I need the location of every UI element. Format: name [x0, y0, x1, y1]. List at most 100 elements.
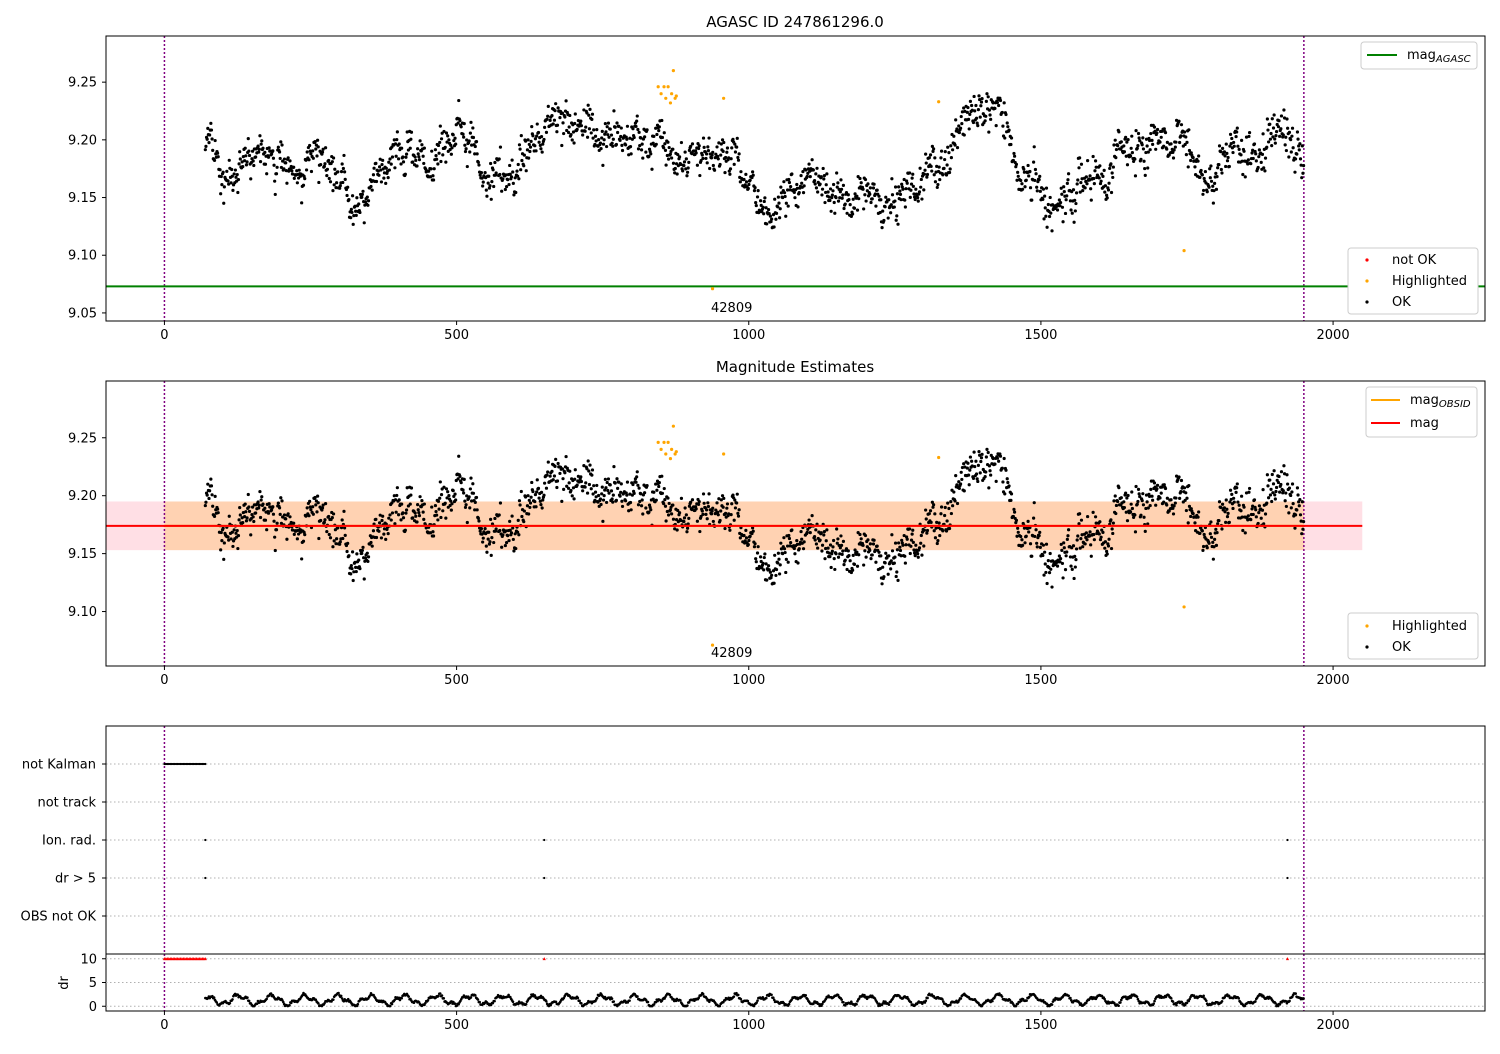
ok-point	[707, 492, 710, 495]
ok-point	[288, 515, 291, 518]
dr-point	[340, 995, 343, 998]
ok-point	[319, 519, 322, 522]
ok-point	[707, 136, 710, 139]
ok-point	[1098, 176, 1101, 179]
ok-point	[966, 462, 969, 465]
ok-point	[510, 531, 513, 534]
dr-point	[454, 1002, 457, 1005]
ok-point	[1210, 536, 1213, 539]
ok-point	[213, 159, 216, 162]
ok-point	[1106, 196, 1109, 199]
ok-point	[753, 186, 756, 189]
ok-point	[877, 195, 880, 198]
ok-point	[903, 199, 906, 202]
ok-point	[1285, 117, 1288, 120]
ok-point	[254, 155, 257, 158]
ok-point	[1219, 506, 1222, 509]
ok-point	[490, 554, 493, 557]
ok-point	[1012, 508, 1015, 511]
ok-point	[545, 487, 548, 490]
ok-point	[975, 117, 978, 120]
ok-point	[312, 157, 315, 160]
ok-point	[397, 157, 400, 160]
ok-point	[1269, 138, 1272, 141]
ok-point	[584, 485, 587, 488]
ok-point	[258, 134, 261, 137]
ok-point	[793, 552, 796, 555]
dr-point	[580, 1002, 583, 1005]
ok-point	[988, 109, 991, 112]
ok-point	[1046, 582, 1049, 585]
ok-point	[984, 475, 987, 478]
ok-point	[1284, 491, 1287, 494]
ok-point	[851, 212, 854, 215]
ok-point	[434, 504, 437, 507]
ok-point	[1065, 554, 1068, 557]
dr-point	[1001, 995, 1004, 998]
ok-point	[1041, 554, 1044, 557]
highlighted-point	[670, 92, 673, 95]
ok-point	[655, 133, 658, 136]
ok-point	[1208, 167, 1211, 170]
ok-point	[248, 154, 251, 157]
ok-point	[599, 497, 602, 500]
ok-point	[630, 508, 633, 511]
ok-point	[410, 131, 413, 134]
ok-point	[244, 154, 247, 157]
ok-point	[1093, 169, 1096, 172]
ok-point	[879, 554, 882, 557]
ok-point	[576, 484, 579, 487]
ok-point	[404, 512, 407, 515]
ok-point	[1274, 490, 1277, 493]
ok-point	[852, 198, 855, 201]
ok-point	[779, 186, 782, 189]
dr-point	[442, 997, 445, 1000]
ok-point	[1060, 549, 1063, 552]
ok-point	[545, 118, 548, 121]
ok-point	[241, 165, 244, 168]
ok-point	[1093, 538, 1096, 541]
dr-point	[960, 997, 963, 1000]
ok-point	[387, 532, 390, 535]
ok-point	[869, 542, 872, 545]
ok-point	[778, 216, 781, 219]
ok-point	[468, 139, 471, 142]
ok-point	[941, 529, 944, 532]
x-tick-label: 500	[444, 328, 469, 343]
ok-point	[1258, 504, 1261, 507]
ok-point	[807, 163, 810, 166]
ok-point	[469, 132, 472, 135]
ok-point	[333, 183, 336, 186]
dr-point	[679, 999, 682, 1002]
ok-point	[276, 166, 279, 169]
ok-point	[357, 202, 360, 205]
ok-point	[273, 180, 276, 183]
ok-point	[833, 568, 836, 571]
ok-point	[960, 471, 963, 474]
ok-point	[287, 512, 290, 515]
ok-point	[430, 505, 433, 508]
ok-point	[868, 549, 871, 552]
ok-point	[820, 531, 823, 534]
ok-point	[1295, 153, 1298, 156]
ok-point	[706, 501, 709, 504]
ok-point	[1117, 486, 1120, 489]
dr-point	[1067, 994, 1070, 997]
ok-point	[777, 558, 780, 561]
ok-point	[1224, 521, 1227, 524]
ok-point	[1039, 190, 1042, 193]
ok-point	[806, 175, 809, 178]
ok-point	[831, 194, 834, 197]
ok-point	[825, 539, 828, 542]
ok-point	[1242, 506, 1245, 509]
ok-point	[757, 189, 760, 192]
ok-point	[1007, 129, 1010, 132]
ok-point	[612, 494, 615, 497]
ok-point	[1236, 482, 1239, 485]
ok-point	[444, 502, 447, 505]
ok-point	[884, 205, 887, 208]
ok-point	[753, 542, 756, 545]
ok-point	[799, 530, 802, 533]
ok-point	[279, 157, 282, 160]
ok-point	[946, 146, 949, 149]
